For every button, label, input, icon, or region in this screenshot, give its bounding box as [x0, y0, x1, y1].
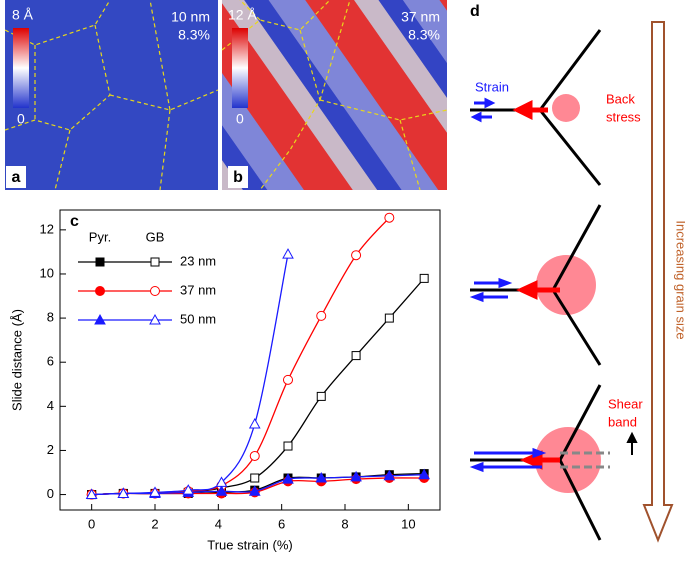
marker [351, 351, 361, 361]
x-tick-label: 10 [401, 516, 415, 531]
shear-band [560, 451, 610, 469]
x-tick-label: 4 [215, 516, 222, 531]
back-stress-arrow [512, 99, 548, 121]
x-axis-label: True strain (%) [207, 537, 292, 552]
stress-zone [536, 255, 596, 315]
series-line [91, 277, 425, 496]
legend-marker [149, 313, 161, 325]
marker [248, 485, 261, 496]
panel-d: d Increasing grain size Strain Back stre… [469, 3, 685, 543]
marker [316, 391, 326, 401]
x-tick-label: 8 [341, 516, 348, 531]
panel-label: d [470, 3, 480, 20]
marker [282, 473, 294, 484]
legend-marker [94, 313, 106, 325]
marker [215, 476, 228, 487]
y-tick-label: 2 [47, 442, 54, 457]
scale-min: 0 [236, 111, 244, 127]
marker [248, 417, 261, 429]
back-stress-arrow [516, 280, 560, 300]
x-tick-label: 2 [151, 516, 158, 531]
stress-zone [535, 427, 601, 493]
marker [182, 484, 195, 495]
grain-boundaries [4, 0, 219, 191]
legend-header: Pyr. [89, 229, 111, 244]
scale-max: 8 Å [12, 7, 34, 23]
marker [283, 374, 293, 385]
scale-min: 0 [17, 111, 25, 127]
series-line [91, 217, 390, 496]
label-box [228, 166, 248, 188]
plot-frame [59, 209, 441, 511]
panel-b: 12 Å 0 37 nm 8.3% b [221, 0, 448, 191]
panel-label: c [70, 213, 79, 230]
marker [315, 471, 328, 483]
grain-size-arrow [642, 21, 674, 543]
panel-a: 8 Å 0 10 nm 8.3% a [4, 0, 219, 191]
y-tick-label: 6 [47, 354, 54, 369]
strain-arrows [469, 447, 547, 473]
legend-marker [150, 286, 160, 296]
back-stress-label: Back [606, 91, 635, 106]
shear-arrow [626, 431, 638, 455]
marker [249, 450, 260, 461]
marker [418, 468, 431, 480]
marker [117, 487, 130, 498]
marker [282, 248, 294, 259]
legend-label: 50 nm [180, 311, 216, 326]
map-b [222, 0, 447, 190]
legend-header: GB [146, 229, 165, 244]
grain-size: 10 nm [171, 9, 210, 25]
scale-max: 12 Å [228, 7, 257, 23]
marker [149, 486, 161, 497]
panel-label: b [233, 169, 243, 186]
strain-arrows [469, 277, 513, 303]
grain-boundaries [221, 0, 448, 191]
y-axis-label: Slide distance (Å) [9, 309, 24, 411]
marker [283, 441, 293, 451]
back-stress-label: stress [606, 109, 641, 124]
legend-marker [150, 257, 160, 267]
marker [85, 488, 98, 500]
y-tick-label: 0 [47, 486, 54, 501]
chart: c True strain (%) Slide distance (Å) Pyr… [9, 209, 441, 552]
marker [250, 473, 260, 483]
panel-label: a [12, 169, 21, 186]
label-box [6, 166, 26, 188]
y-tick-label: 10 [40, 265, 54, 280]
colorbar [13, 28, 29, 108]
legend-marker [95, 257, 105, 267]
colorbar [232, 28, 248, 108]
shear-band-label: band [608, 414, 637, 429]
y-tick-label: 12 [40, 221, 54, 236]
plot-area [85, 212, 431, 500]
y-tick-label: 4 [47, 398, 54, 413]
strain: 8.3% [178, 27, 210, 43]
marker [384, 313, 394, 323]
strain-arrows [470, 97, 496, 123]
y-tick-label: 8 [47, 310, 54, 325]
legend-marker [95, 286, 105, 296]
marker [383, 469, 396, 481]
strain: 8.3% [408, 27, 440, 43]
marker [350, 470, 362, 482]
x-tick-label: 6 [278, 516, 285, 531]
marker [419, 273, 429, 283]
marker [351, 250, 362, 261]
marker [215, 485, 228, 496]
grain-size: 37 nm [401, 9, 440, 25]
grain-size-label: Increasing grain size [674, 220, 685, 339]
strain-label: Strain [475, 79, 509, 94]
legend-label: 23 nm [180, 253, 216, 268]
x-tick-label: 0 [88, 516, 95, 531]
legend-label: 37 nm [180, 282, 216, 297]
marker [316, 310, 327, 321]
marker [384, 212, 395, 223]
shear-band-label: Shear [608, 396, 643, 411]
stress-zone [552, 94, 580, 122]
